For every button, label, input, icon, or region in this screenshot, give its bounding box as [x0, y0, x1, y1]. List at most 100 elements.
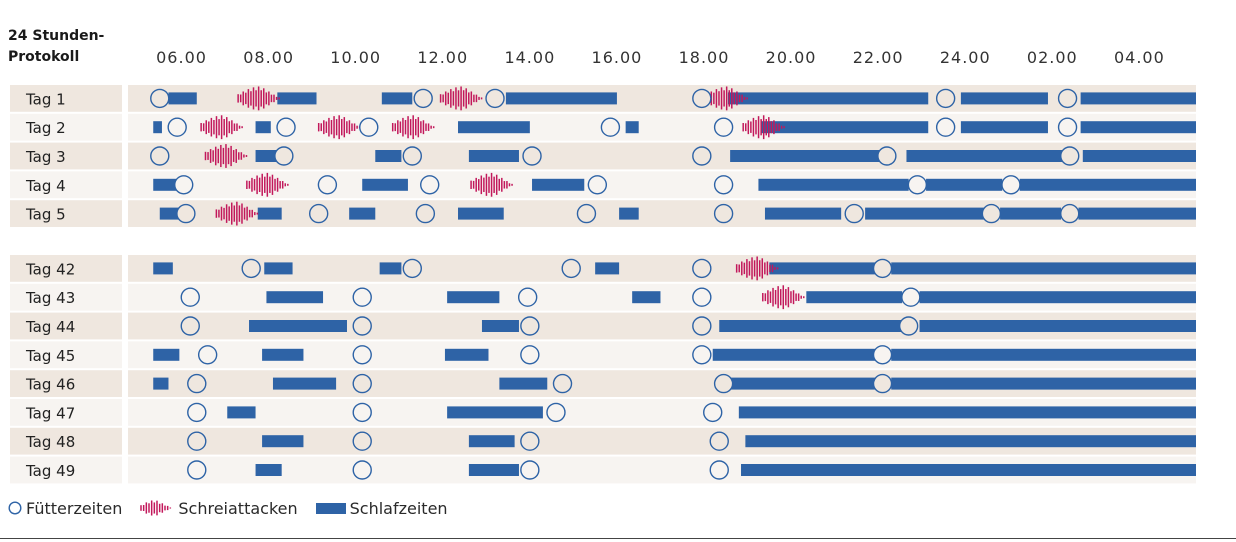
feeding-circle	[713, 203, 734, 224]
x-tick-label: 16.00	[592, 48, 643, 67]
day-row: Tag 42	[10, 255, 1196, 282]
feeding-circle	[1057, 88, 1078, 109]
day-row: Tag 46	[10, 370, 1196, 397]
feeding-circle	[844, 203, 864, 224]
sleep-bar	[919, 291, 1196, 304]
sleep-bar	[159, 207, 180, 220]
cry-attack-mark	[204, 144, 248, 168]
feeding-circle	[692, 88, 712, 109]
row-label-bg	[10, 312, 122, 340]
feeding-circle	[352, 287, 372, 307]
feeding-circle	[1057, 117, 1078, 137]
feeding-circle	[872, 258, 893, 279]
feeding-circle	[415, 203, 436, 224]
sleep-bar	[919, 320, 1196, 332]
row-label-bg	[10, 399, 122, 426]
day-label: Tag 5	[25, 206, 66, 224]
legend: Fütterzeiten Schreiattacken Schlafzeiten	[8, 497, 466, 519]
day-label: Tag 49	[25, 462, 75, 480]
sleep-bar	[1080, 121, 1196, 134]
feeding-circle	[176, 203, 196, 224]
cry-attack-mark	[246, 172, 289, 197]
sleep-bar	[153, 178, 178, 191]
sleep-bar	[960, 121, 1048, 134]
sleep-bar	[257, 207, 282, 220]
row-label-bg	[10, 255, 122, 282]
sleep-bar	[619, 207, 639, 220]
cry-attack-mark	[762, 285, 805, 310]
sleep-bar	[738, 406, 1196, 419]
sleep-bar	[468, 150, 519, 162]
sleep-bar	[468, 435, 515, 448]
feeding-circle	[402, 258, 422, 279]
x-tick-label: 20.00	[766, 48, 817, 67]
feeding-circle	[709, 460, 729, 480]
cry-attack-mark	[200, 115, 243, 140]
sleep-bar	[375, 150, 402, 162]
feeding-circle	[935, 88, 956, 109]
cry-attack-mark	[215, 201, 259, 226]
feeding-circle	[703, 402, 723, 423]
sleep-bar	[447, 291, 500, 304]
sleep-bar	[255, 121, 271, 134]
x-tick-label: 14.00	[504, 48, 555, 67]
feeding-circle	[241, 258, 261, 279]
feeding-circle	[520, 316, 540, 336]
chart-title: 24 Stunden- Protokoll	[8, 26, 104, 68]
sleep-bar	[255, 464, 282, 476]
sleep-bar	[632, 291, 661, 304]
day-row: Tag 43	[10, 283, 1196, 311]
day-label: Tag 42	[25, 260, 75, 278]
feeding-circle	[359, 117, 379, 137]
sleep-bar	[262, 348, 304, 361]
feeding-circle	[308, 203, 329, 224]
feeding-circle	[174, 175, 194, 195]
cry-attack-mark	[317, 115, 361, 140]
row-label-bg	[10, 142, 122, 170]
sleep-bar	[960, 92, 1048, 105]
sleep-bar	[865, 207, 985, 220]
cry-attack-mark	[470, 172, 513, 197]
sleep-bar	[266, 291, 324, 304]
sleep-bar	[277, 92, 317, 105]
day-label: Tag 3	[25, 148, 66, 166]
legend-feeding: Fütterzeiten	[8, 499, 122, 518]
bottom-rule	[0, 538, 1236, 539]
sleep-bar	[153, 262, 173, 275]
x-tick-label: 02.00	[1027, 48, 1078, 67]
feeding-circle	[180, 287, 200, 307]
sleep-bar-icon	[315, 503, 346, 514]
feeding-circle	[180, 316, 200, 336]
day-row: Tag 3	[10, 142, 1196, 170]
day-label: Tag 45	[25, 347, 75, 365]
feeding-circle	[420, 175, 440, 195]
feeding-circle	[872, 345, 893, 365]
sleep-bar	[625, 121, 639, 134]
day-row: Tag 48	[10, 427, 1196, 455]
sleep-bar	[272, 377, 337, 390]
sleep-bar	[447, 406, 543, 419]
sleep-bar	[1082, 150, 1196, 162]
day-label: Tag 46	[25, 376, 75, 394]
sleep-bar	[255, 150, 278, 162]
cry-attack-mark	[439, 86, 483, 111]
row-label-bg	[10, 85, 122, 112]
sleep-bar	[1078, 207, 1196, 220]
feeding-circle	[187, 460, 207, 480]
sleep-bar	[1019, 178, 1196, 191]
row-label-bg	[10, 456, 122, 484]
sleep-bar	[349, 207, 376, 220]
feeding-circle	[692, 287, 712, 307]
feeding-circle	[1060, 203, 1080, 224]
feeding-circle	[522, 146, 542, 166]
feeding-circle	[352, 460, 372, 480]
row-label-bg	[10, 283, 122, 311]
sleep-bar	[719, 320, 905, 332]
day-row: Tag 4	[10, 171, 1196, 199]
x-tick-label: 10.00	[330, 48, 381, 67]
feeding-circle	[692, 258, 712, 279]
row-label-bg	[10, 171, 122, 199]
sleep-bar	[468, 464, 519, 476]
sleep-bar	[769, 262, 876, 275]
feeding-circle	[520, 345, 540, 365]
